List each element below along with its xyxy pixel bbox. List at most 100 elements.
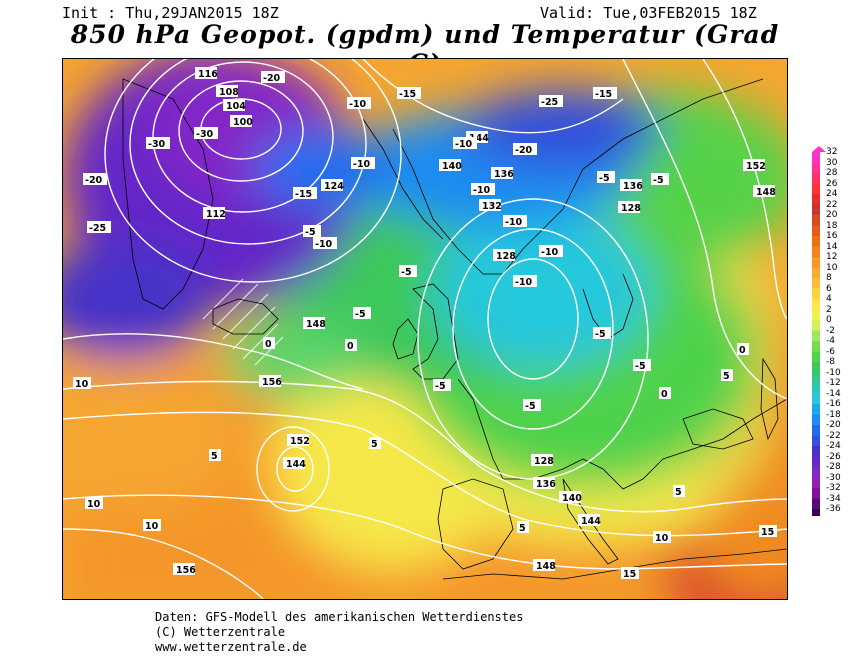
svg-text:116: 116: [198, 69, 218, 80]
isoline-east-1: [622, 59, 787, 400]
temp-label: -10: [539, 245, 563, 258]
colorbar-swatch: [812, 236, 820, 247]
colorbar-label: -30: [826, 472, 841, 483]
valid-time: Valid: Tue,03FEB2015 18Z: [540, 4, 757, 22]
svg-text:0: 0: [265, 339, 272, 350]
svg-text:0: 0: [347, 341, 354, 352]
temp-label: -5: [523, 399, 541, 412]
temp-label: 5: [517, 521, 529, 534]
colorbar-label: -10: [826, 367, 841, 378]
temp-label: -20: [83, 173, 107, 186]
colorbar-label: -18: [826, 409, 841, 420]
colorbar-label: -16: [826, 399, 841, 409]
temp-label: -10: [513, 275, 537, 288]
colorbar-swatch: [812, 299, 820, 310]
temperature-colorbar: 32 30 28 26 24 22 20 18 16 14 12 10 8 6 4 2 0 -2 -4 -6 -8 -10…: [812, 146, 850, 516]
colorbar-swatch: [812, 267, 820, 278]
svg-text:5: 5: [723, 371, 730, 382]
svg-text:156: 156: [176, 565, 196, 576]
svg-text:144: 144: [581, 516, 601, 527]
colorbar-swatch: [812, 393, 820, 404]
temp-label: -25: [539, 95, 563, 108]
coast-scandinavia: [392, 78, 764, 275]
svg-text:-5: -5: [653, 175, 664, 186]
svg-text:100: 100: [233, 117, 253, 128]
geopot-label: 112: [203, 207, 226, 220]
svg-text:148: 148: [756, 187, 776, 198]
weather-map: 100 104 108 116 112 124 128 132 136 140 …: [62, 58, 788, 600]
colorbar-label: 8: [826, 273, 832, 283]
svg-text:-5: -5: [305, 227, 316, 238]
svg-text:148: 148: [536, 561, 556, 572]
svg-text:144: 144: [469, 133, 489, 144]
temp-label: -20: [513, 143, 537, 156]
svg-text:0: 0: [661, 389, 668, 400]
temp-label: 0: [345, 339, 357, 352]
temp-label: -5: [303, 225, 321, 238]
colorbar-label: 28: [826, 168, 838, 178]
colorbar-label: -12: [826, 378, 841, 388]
svg-text:152: 152: [290, 436, 310, 447]
svg-text:140: 140: [562, 493, 582, 504]
svg-text:-25: -25: [541, 97, 558, 108]
svg-text:5: 5: [211, 451, 218, 462]
colorbar-label: 0: [826, 315, 832, 325]
colorbar-label: 26: [826, 178, 838, 189]
isoline-south-2: [63, 411, 787, 537]
low-center-isoline-2: [178, 80, 304, 182]
colorbar-swatch: [812, 330, 820, 341]
colorbar-label: -34: [826, 493, 841, 504]
temp-label: 0: [659, 387, 671, 400]
isoline-west-1: [63, 333, 364, 390]
isoline-south-3: [63, 494, 787, 570]
cutoff-low-isoline-2: [256, 426, 330, 512]
hatch-area: [202, 278, 284, 366]
svg-text:156: 156: [262, 377, 282, 388]
colorbar-swatch: [812, 320, 820, 331]
colorbar-swatch: [812, 435, 820, 446]
geopot-label: 140: [559, 491, 582, 504]
colorbar-label: 30: [826, 157, 838, 168]
svg-text:128: 128: [534, 456, 554, 467]
low-center-isoline-5: [104, 59, 402, 283]
colorbar-swatch: [812, 467, 820, 478]
geopot-label: 136: [533, 477, 556, 490]
svg-text:-20: -20: [515, 145, 533, 156]
colorbar-label: 20: [826, 210, 838, 220]
temp-label: -5: [593, 327, 611, 340]
colorbar-swatch: [812, 225, 820, 236]
svg-text:-10: -10: [455, 139, 473, 150]
svg-text:-5: -5: [401, 267, 412, 278]
isoline-east-2: [702, 59, 787, 320]
colorbar-label: 24: [826, 189, 838, 199]
svg-text:15: 15: [761, 527, 774, 538]
colorbar-swatch: [812, 194, 820, 205]
temp-label: -10: [313, 237, 337, 250]
colorbar-swatch: [812, 257, 820, 268]
geopot-label: 156: [259, 375, 282, 388]
colorbar-label: -32: [826, 483, 841, 493]
svg-text:124: 124: [324, 181, 344, 192]
geopot-label: 148: [753, 185, 776, 198]
colorbar-swatch: [812, 341, 820, 352]
colorbar-swatch: [812, 372, 820, 383]
temp-label: -25: [87, 221, 111, 234]
colorbar-swatch: [812, 351, 820, 362]
geopot-label: 140: [439, 159, 462, 172]
colorbar-swatch: [812, 204, 820, 215]
colorbar-swatch: [812, 456, 820, 467]
trough-isoline-2: [452, 228, 614, 430]
svg-text:-10: -10: [473, 185, 491, 196]
colorbar-top-arrow: [812, 146, 826, 152]
colorbar-label: -26: [826, 451, 841, 462]
colorbar-label: -22: [826, 430, 841, 441]
geopot-label: 108: [216, 85, 239, 98]
temp-label: 0: [263, 337, 275, 350]
colorbar-label: 6: [826, 283, 832, 294]
temp-label: 10: [85, 497, 103, 510]
svg-text:104: 104: [226, 101, 246, 112]
geopot-label: 100: [230, 115, 253, 128]
temp-field-green-west: [223, 319, 363, 399]
svg-text:-10: -10: [353, 159, 371, 170]
temp-label: -5: [597, 171, 615, 184]
